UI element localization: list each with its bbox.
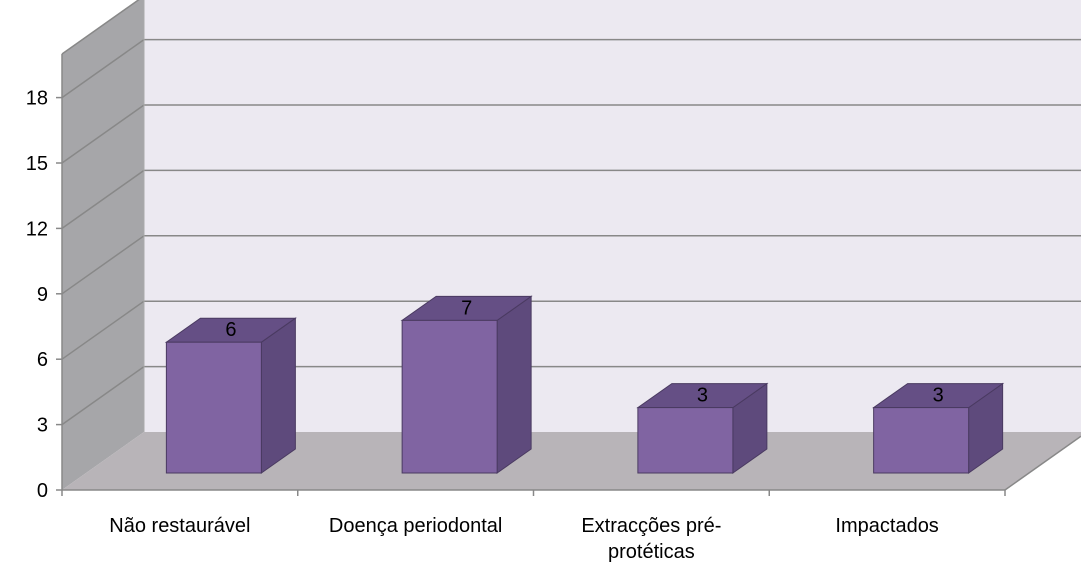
gridline-side: [61, 0, 140, 55]
bars: [164, 295, 1005, 474]
x-tick-label-line: Extracções pré-: [581, 515, 721, 537]
y-tick-label: 18: [26, 88, 48, 110]
x-tick-label-line: Impactados: [835, 515, 938, 537]
x-tick-label: Não restaurável: [109, 515, 250, 537]
bar: [872, 382, 1005, 474]
chart-walls: [62, 0, 1081, 490]
gridline-side: [61, 169, 145, 230]
data-label: 7: [461, 297, 472, 319]
bar-front: [637, 407, 734, 474]
bar-front: [401, 319, 498, 474]
y-tick-label: 3: [37, 415, 48, 437]
data-label: 6: [225, 319, 236, 341]
x-tick-label: Doença periodontal: [329, 515, 502, 537]
data-label: 3: [933, 385, 944, 407]
gridline-side: [61, 365, 145, 426]
bar: [164, 317, 297, 474]
labels: 6 7 3 3 0 3 6 9 12 15 18 Não restaurável Doença peri…: [26, 88, 944, 563]
x-tick-label-line: protéticas: [608, 541, 695, 563]
bar-side: [260, 317, 296, 474]
bar-front: [873, 407, 970, 474]
bar: [400, 295, 533, 474]
y-tick-label: 9: [37, 284, 48, 306]
y-tick-label: 6: [37, 349, 48, 371]
y-tick-label: 15: [26, 153, 48, 175]
gridline-side: [61, 38, 145, 99]
y-tick-label: 12: [26, 218, 48, 240]
x-tick-label: Impactados: [835, 515, 938, 537]
bar: [636, 382, 769, 474]
gridlines: [61, 0, 1081, 432]
data-label: 3: [697, 385, 708, 407]
x-tick-label-line: Não restaurável: [109, 515, 250, 537]
gridline-side: [61, 104, 145, 164]
bar-side: [496, 295, 532, 474]
floor-edge: [1004, 435, 1081, 491]
axes: [56, 54, 1081, 496]
y-tick-label: 0: [37, 480, 48, 502]
back-wall: [144, 0, 1081, 432]
x-tick-label-line: Doença periodontal: [329, 515, 502, 537]
bar-front: [165, 341, 262, 474]
floor: [62, 432, 1081, 490]
side-wall: [62, 0, 144, 490]
x-tick-label: Extracções pré-protéticas: [581, 515, 721, 563]
gridline-side: [61, 235, 145, 295]
gridline-side: [61, 300, 145, 360]
